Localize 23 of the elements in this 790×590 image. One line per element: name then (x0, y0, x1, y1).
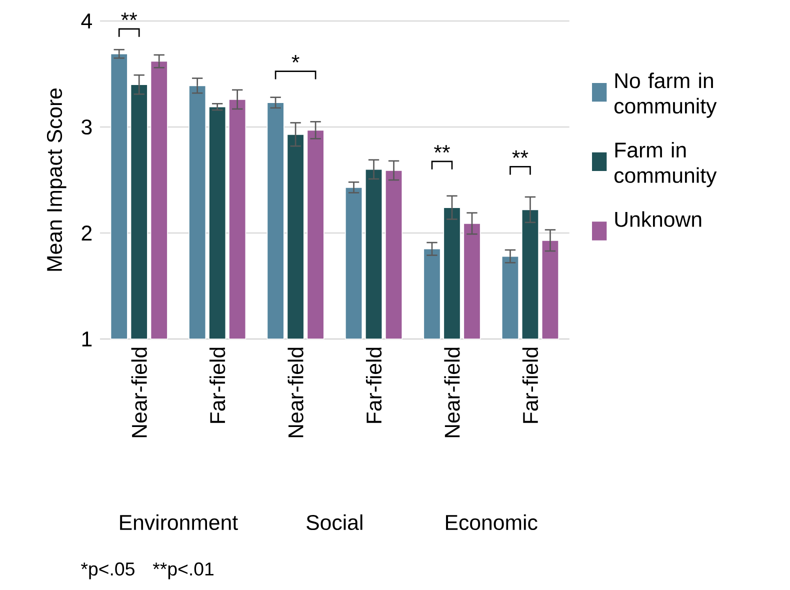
y-tick-label: 2 (82, 226, 92, 240)
x-tick-label: Far-field (366, 348, 382, 423)
text: **p<.01 (152, 562, 214, 580)
x-tick-label: Far-field (522, 348, 538, 423)
text: *p<.05 (81, 562, 134, 580)
x-tick-label: Near-field (131, 348, 147, 438)
y-tick-label: 4 (81, 14, 92, 28)
y-tick-label: 1 (82, 332, 92, 346)
text: Environment (120, 514, 238, 530)
text: ** (121, 12, 138, 20)
text: Social (306, 514, 362, 530)
x-tick-label: Near-field (444, 348, 460, 438)
legend-label: Unknown (615, 211, 702, 227)
annotation: * (292, 55, 300, 63)
text: Economic (446, 514, 538, 530)
x-tick-label: Far-field (210, 348, 226, 423)
y-axis-title: Mean Impact Score (46, 88, 66, 271)
annotation: ** (512, 150, 528, 158)
y-tick-label: 3 (82, 119, 92, 135)
x-tick-label: Near-field (288, 348, 304, 438)
annotation: ** (434, 145, 450, 153)
legend-label: No farm in community (614, 72, 717, 118)
legend-label: Farm in community (614, 142, 717, 188)
